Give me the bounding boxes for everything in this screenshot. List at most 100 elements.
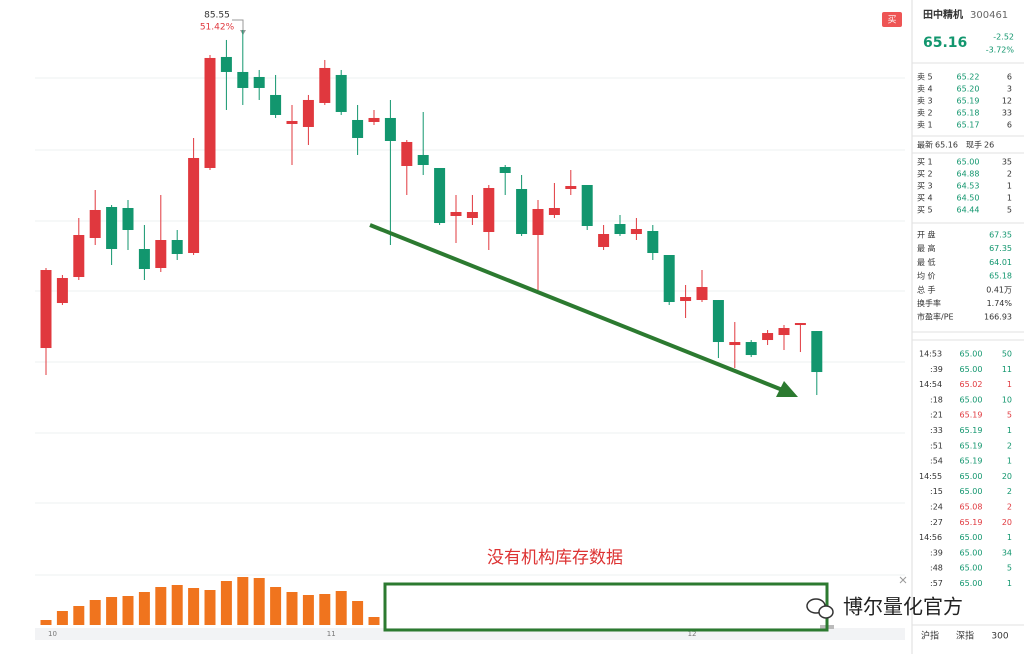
trade-time: :24 — [930, 503, 943, 512]
candle-body — [89, 209, 101, 239]
candle-body — [204, 57, 216, 168]
candle-body — [302, 99, 314, 127]
trade-volume: 1 — [1007, 426, 1012, 435]
trade-volume: 1 — [1007, 380, 1012, 389]
buy-button-label[interactable]: 买 — [887, 15, 896, 26]
candle-body — [483, 187, 495, 233]
trade-time: :15 — [930, 487, 943, 496]
trade-time: :57 — [930, 579, 943, 588]
candle-body — [171, 240, 183, 255]
trade-time: :21 — [930, 411, 943, 420]
trade-time: :18 — [930, 395, 943, 404]
candle-body — [548, 207, 560, 215]
buy-button[interactable] — [882, 12, 902, 27]
row-label: 买 3 — [917, 182, 933, 191]
trade-price: 65.19 — [960, 441, 983, 450]
stat-label: 市盈率/PE — [917, 312, 954, 322]
trend-arrow — [369, 223, 786, 393]
candle-body — [680, 297, 692, 302]
trade-volume: 10 — [1002, 395, 1012, 404]
row-label: 卖 1 — [917, 121, 933, 130]
row-price: 65.20 — [957, 85, 980, 94]
trade-time: :39 — [930, 548, 943, 557]
volume-bar — [253, 578, 265, 625]
trade-price: 65.00 — [960, 533, 983, 542]
row-volume: 33 — [1002, 109, 1012, 118]
trade-time: :48 — [930, 564, 943, 573]
candle-body — [450, 211, 462, 216]
candle-body — [778, 328, 790, 336]
candle-body — [73, 235, 85, 278]
row-price: 65.00 — [957, 158, 980, 167]
candle-body — [417, 154, 429, 165]
stat-value: 65.18 — [989, 272, 1012, 281]
candle-body — [40, 270, 52, 349]
stat-label: 开 盘 — [917, 230, 936, 240]
candle-body — [614, 224, 626, 235]
index-tab[interactable]: 沪指 — [921, 630, 939, 642]
volume-bar — [319, 594, 331, 625]
trade-price: 65.00 — [960, 579, 983, 588]
row-price: 65.17 — [957, 121, 980, 130]
candle-body — [253, 76, 265, 88]
trade-price: 65.00 — [960, 350, 983, 359]
trade-time: 14:56 — [919, 533, 942, 542]
index-tab[interactable]: 深指 — [956, 630, 974, 642]
volume-bar — [171, 585, 183, 625]
trade-volume: 2 — [1007, 487, 1012, 496]
volume-bar — [302, 595, 314, 625]
high-pointer — [232, 19, 244, 32]
trade-volume: 2 — [1007, 441, 1012, 450]
candle-body — [122, 207, 134, 231]
volume-bar — [352, 601, 364, 625]
trade-price: 65.19 — [960, 411, 983, 420]
candle-body — [565, 185, 577, 189]
candle-body — [532, 208, 544, 236]
candle-body — [352, 119, 364, 138]
trade-volume: 50 — [1002, 350, 1012, 359]
trade-time: 14:53 — [919, 350, 942, 359]
close-icon[interactable] — [899, 576, 907, 584]
row-label: 卖 3 — [917, 97, 933, 106]
row-label: 买 5 — [917, 206, 933, 215]
last-price: 65.16 — [923, 35, 967, 51]
candle-body — [56, 278, 68, 304]
trade-volume: 5 — [1007, 411, 1012, 420]
candle-body — [466, 211, 478, 218]
row-label: 买 4 — [917, 194, 933, 203]
candle-body — [647, 231, 659, 254]
x-tick-label: 11 — [327, 630, 336, 638]
trade-volume: 1 — [1007, 457, 1012, 466]
index-tab[interactable]: 300 — [991, 632, 1008, 642]
candle-body — [270, 94, 282, 115]
volume-bar — [73, 606, 85, 625]
trade-time: :54 — [930, 457, 943, 466]
volume-bar — [188, 588, 200, 625]
x-tick-label: 12 — [688, 630, 697, 638]
stat-value: 1.74% — [987, 299, 1013, 308]
stat-label: 均 价 — [917, 271, 936, 281]
row-price: 64.50 — [957, 194, 980, 203]
row-price: 64.53 — [957, 182, 980, 191]
volume-bar — [335, 591, 347, 625]
price-change-pct: -3.72% — [986, 46, 1015, 55]
candle-body — [220, 56, 232, 72]
row-volume: 6 — [1007, 121, 1012, 130]
candle-body — [335, 74, 347, 112]
trade-price: 65.19 — [960, 457, 983, 466]
candle-body — [663, 255, 675, 303]
row-volume: 12 — [1002, 97, 1012, 106]
trade-volume: 1 — [1007, 579, 1012, 588]
latest-item: 现手 — [966, 140, 982, 150]
candle-body — [696, 287, 708, 301]
stat-value: 0.41万 — [986, 285, 1012, 294]
volume-bar — [122, 596, 134, 625]
row-price: 65.18 — [957, 109, 980, 118]
latest-item: 65.16 — [935, 141, 958, 150]
latest-item: 最新 — [917, 140, 933, 150]
stat-label: 最 低 — [917, 257, 936, 267]
trade-volume: 11 — [1002, 365, 1012, 374]
row-price: 65.19 — [957, 97, 980, 106]
trend-arrow-head — [776, 381, 798, 397]
trade-price: 65.00 — [960, 487, 983, 496]
